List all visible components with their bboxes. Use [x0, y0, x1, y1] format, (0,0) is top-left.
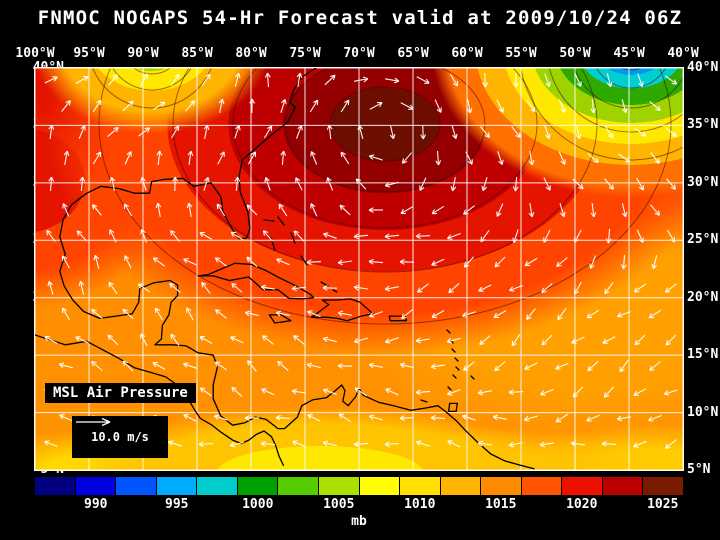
- coast-puerto-rico: [388, 315, 408, 322]
- coast-pacific: [35, 334, 285, 467]
- coast-small-islands: [263, 216, 475, 403]
- lat-tick-label: 30°N: [687, 174, 719, 190]
- lat-tick-label: 15°N: [687, 347, 719, 363]
- colorbar-tick: 1015: [485, 497, 517, 512]
- colorbar-segment: [35, 477, 75, 495]
- wind-scale-value: 10.0 m/s: [91, 430, 149, 444]
- colorbar-segment: [318, 477, 359, 495]
- colorbar-tick-labels: 990 995 1000 1005 1010 1015 1020 1025: [35, 497, 683, 512]
- page-title: FNMOC NOGAPS 54-Hr Forecast valid at 200…: [37, 7, 683, 29]
- lat-tick-label: 10°N: [687, 404, 719, 420]
- coast-cuba: [197, 262, 315, 300]
- lat-tick-label: 40°N: [687, 60, 719, 75]
- lon-tick-label: 75°W: [289, 46, 321, 61]
- colorbar-tick: 1005: [323, 497, 355, 512]
- pressure-map: MSL Air Pressure 10.0 m/s: [34, 67, 684, 471]
- coast-trinidad: [447, 402, 458, 413]
- colorbar-tick: 1020: [566, 497, 598, 512]
- colorbar-segment: [278, 477, 318, 495]
- latlon-grid: [35, 68, 683, 470]
- coastlines: [35, 68, 535, 470]
- colorbar: [35, 477, 683, 495]
- lon-tick-label: 95°W: [73, 46, 105, 61]
- coast-jamaica: [268, 314, 292, 324]
- colorbar-tick: 1025: [647, 497, 679, 512]
- lon-tick-label: 55°W: [505, 46, 537, 61]
- map-overlay: [35, 68, 683, 470]
- colorbar-segment: [359, 477, 400, 495]
- longitude-axis: 100°W 95°W 90°W 85°W 80°W 75°W 70°W 65°W…: [15, 46, 698, 62]
- colorbar-segment: [116, 477, 156, 495]
- lon-tick-label: 70°W: [343, 46, 375, 61]
- coast-mainland: [59, 68, 535, 470]
- colorbar-tick: 995: [165, 497, 189, 512]
- lon-tick-label: 85°W: [181, 46, 213, 61]
- colorbar-tick: 1000: [242, 497, 274, 512]
- colorbar-segment: [440, 477, 481, 495]
- wind-scale-arrow: [76, 417, 111, 427]
- latitude-axis-right: 40°N 35°N 30°N 25°N 20°N 15°N 10°N 5°N: [687, 60, 719, 477]
- field-label: MSL Air Pressure: [45, 383, 196, 403]
- lon-tick-label: 40°W: [667, 46, 699, 61]
- colorbar-segment: [562, 477, 602, 495]
- lat-tick-label: 35°N: [687, 117, 719, 133]
- colorbar-segment: [400, 477, 440, 495]
- lon-tick-label: 80°W: [235, 46, 267, 61]
- lat-tick-label: 5°N: [687, 462, 711, 477]
- colorbar-segment: [643, 477, 683, 495]
- lat-tick-label: 25°N: [687, 232, 719, 248]
- coast-hispaniola: [310, 298, 374, 322]
- colorbar-tick: 990: [84, 497, 108, 512]
- colorbar-tick: 1010: [404, 497, 436, 512]
- colorbar-segment: [602, 477, 643, 495]
- wind-arrows: [44, 72, 678, 449]
- latitude-axis-left: 40°N 35°N 30°N 25°N 20°N 15°N 10°N 5°N: [0, 60, 64, 477]
- lon-tick-label: 100°W: [15, 46, 55, 61]
- colorbar-segment: [197, 477, 237, 495]
- lon-tick-label: 60°W: [451, 46, 483, 61]
- colorbar-segment: [156, 477, 197, 495]
- colorbar-unit: mb: [351, 514, 367, 529]
- colorbar-segment: [75, 477, 116, 495]
- colorbar-segment: [481, 477, 521, 495]
- lat-tick-label: 20°N: [687, 289, 719, 305]
- lon-tick-label: 90°W: [127, 46, 159, 61]
- colorbar-segment: [521, 477, 562, 495]
- lon-tick-label: 50°W: [559, 46, 591, 61]
- colorbar-segment: [237, 477, 278, 495]
- lon-tick-label: 45°W: [613, 46, 645, 61]
- wind-scale-legend: 10.0 m/s: [72, 416, 168, 458]
- lon-tick-label: 65°W: [397, 46, 429, 61]
